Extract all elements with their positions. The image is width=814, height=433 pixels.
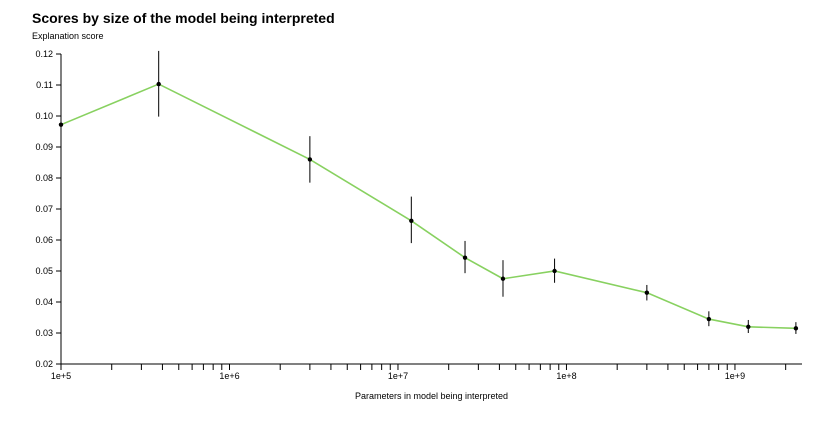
data-point bbox=[500, 276, 506, 281]
x-tick-label: 1e+9 bbox=[725, 371, 745, 381]
data-point bbox=[156, 81, 161, 87]
y-axis-label: Explanation score bbox=[32, 31, 104, 41]
data-point bbox=[552, 268, 557, 274]
series-line-group bbox=[60, 83, 796, 330]
series-line bbox=[60, 83, 796, 330]
data-point bbox=[307, 157, 313, 162]
y-tick-label: 0.03 bbox=[35, 328, 53, 338]
data-point bbox=[746, 324, 751, 329]
error-bars-group bbox=[60, 50, 797, 334]
y-tick-label: 0.11 bbox=[36, 80, 53, 90]
data-point bbox=[58, 122, 64, 127]
y-tick-label: 0.06 bbox=[35, 235, 53, 245]
data-point bbox=[644, 290, 650, 295]
x-axis-label: Parameters in model being interpreted bbox=[355, 391, 508, 401]
x-tick-label: 1e+8 bbox=[556, 371, 576, 381]
y-tick-label: 0.09 bbox=[35, 142, 53, 152]
x-tick-label: 1e+6 bbox=[219, 371, 239, 381]
x-tick-label: 1e+5 bbox=[51, 371, 71, 381]
chart-title: Scores by size of the model being interp… bbox=[32, 10, 335, 26]
data-points-group bbox=[58, 81, 799, 331]
y-tick-label: 0.10 bbox=[35, 111, 53, 121]
y-tick-label: 0.04 bbox=[35, 297, 53, 307]
y-tick-label: 0.02 bbox=[35, 359, 53, 369]
y-tick-label: 0.07 bbox=[35, 204, 53, 214]
data-point bbox=[706, 316, 712, 322]
y-tick-label: 0.05 bbox=[35, 266, 53, 276]
x-axis: 1e+5 1e+6 1e+7 1e+8 1e+9 bbox=[51, 363, 802, 381]
x-tick-label: 1e+7 bbox=[388, 371, 408, 381]
data-point bbox=[462, 255, 468, 260]
data-point bbox=[409, 218, 414, 223]
y-tick-label: 0.12 bbox=[35, 49, 53, 59]
data-point bbox=[793, 326, 799, 331]
y-axis: 0.02 0.03 0.04 0.05 0.06 0.07 0.08 0.09 0.10 0.11… bbox=[35, 49, 62, 369]
y-tick-label: 0.08 bbox=[35, 173, 53, 183]
